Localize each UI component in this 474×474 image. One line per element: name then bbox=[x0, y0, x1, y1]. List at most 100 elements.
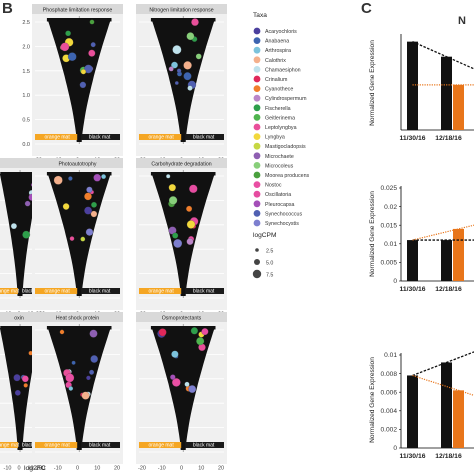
taxon-point bbox=[101, 174, 106, 180]
legend-swatch bbox=[253, 171, 261, 179]
trend-line-orange bbox=[412, 374, 474, 396]
x-tick-label: 0 bbox=[180, 466, 183, 472]
legend-swatch bbox=[253, 66, 261, 73]
panel-title: Nitrogen limitation response bbox=[149, 8, 213, 14]
x-category-label: 11/30/16 bbox=[399, 135, 425, 142]
panel-title-strip bbox=[32, 4, 123, 14]
legend-size-label: 5.0 bbox=[266, 260, 273, 266]
taxon-point bbox=[189, 184, 198, 193]
y-tick-label: 0.02 bbox=[384, 204, 397, 211]
taxon-point bbox=[168, 184, 176, 192]
taxon-point bbox=[80, 236, 86, 242]
legend-swatch bbox=[253, 181, 261, 189]
legend-swatch bbox=[253, 162, 261, 169]
panel-title: Osmoprotectants bbox=[162, 316, 202, 322]
expression-chart: Normalized Gene Expression 11/30/16 12/18/… bbox=[369, 34, 474, 142]
y-tick-label: 0.01 bbox=[384, 352, 397, 359]
taxon-point bbox=[21, 375, 29, 383]
taxon-point bbox=[60, 42, 70, 52]
taxon-point bbox=[186, 238, 194, 246]
taxon-point bbox=[53, 175, 63, 185]
taxon-point bbox=[14, 389, 21, 396]
legend-swatch bbox=[253, 200, 261, 208]
legend-taxon-label: Anabaena bbox=[265, 39, 289, 45]
legend-swatch bbox=[253, 46, 261, 54]
legend-swatch bbox=[253, 152, 261, 160]
taxon-point bbox=[88, 49, 96, 57]
x-category-label: 12/18/16 bbox=[435, 135, 462, 142]
legend-taxon-label: Fischerella bbox=[265, 106, 291, 112]
black-mat-label: black mat bbox=[89, 289, 111, 295]
taxon-point bbox=[22, 230, 31, 239]
taxon-point bbox=[158, 328, 167, 337]
panel-title: Photoautotrophy bbox=[58, 162, 96, 168]
taxon-point bbox=[89, 329, 98, 338]
y-tick-label: 0.008 bbox=[380, 371, 397, 378]
taxon-point bbox=[90, 42, 96, 48]
taxon-point bbox=[172, 232, 179, 239]
taxon-point bbox=[176, 68, 182, 73]
x-tick-label: -10 bbox=[4, 466, 12, 472]
legend-taxon-label: Chamaesiphon bbox=[265, 67, 301, 73]
taxon-point bbox=[171, 61, 178, 69]
y-tick-label: 2.5 bbox=[22, 20, 30, 26]
volcano-panel: Carbohydrate degradation orange mat black … bbox=[136, 158, 227, 318]
x-category-label: 12/18/16 bbox=[435, 286, 462, 293]
taxon-point bbox=[173, 238, 183, 248]
legend-size-label: 7.5 bbox=[266, 272, 273, 278]
x-tick-label: 20 bbox=[218, 466, 224, 472]
legend-taxon-label: Oscillatoria bbox=[265, 192, 291, 198]
black-mat-bar bbox=[185, 288, 224, 294]
panel-label-c: C bbox=[361, 0, 372, 17]
taxon-point bbox=[183, 72, 192, 81]
legend-taxon-label: Cyanothece bbox=[265, 87, 293, 93]
legend-taxa-title: Taxa bbox=[253, 12, 267, 19]
y-tick-label: 0.01 bbox=[384, 241, 397, 248]
orange-mat-bar bbox=[0, 288, 19, 294]
bar-black bbox=[407, 375, 418, 448]
taxon-point bbox=[62, 203, 70, 210]
taxon-point bbox=[172, 45, 182, 55]
x-category-label: 11/30/16 bbox=[399, 453, 425, 460]
y-tick-label: 0 bbox=[393, 445, 397, 452]
orange-mat-bar bbox=[139, 134, 182, 140]
x-tick-label: -20 bbox=[138, 466, 146, 472]
legend-taxon-label: Mastigocladopsis bbox=[265, 144, 306, 150]
orange-mat-label: orange mat bbox=[44, 443, 70, 449]
legend-swatch bbox=[253, 142, 261, 150]
taxon-point bbox=[186, 32, 195, 41]
legend-taxon-label: Calothrix bbox=[265, 58, 286, 64]
y-axis-label: Normalized Gene Expression bbox=[369, 357, 376, 443]
y-tick-label: 2.0 bbox=[22, 44, 30, 50]
legend-size-dot bbox=[252, 269, 262, 279]
saturated-points-band bbox=[0, 326, 40, 330]
taxon-point bbox=[68, 386, 74, 391]
legend-swatch bbox=[253, 190, 261, 198]
taxon-point bbox=[171, 350, 179, 358]
taxon-point bbox=[174, 81, 179, 85]
taxon-point bbox=[13, 374, 21, 382]
x-category-label: 12/18/16 bbox=[435, 453, 462, 460]
x-tick-label: 10 bbox=[198, 466, 204, 472]
black-mat-label: black mat bbox=[193, 289, 215, 295]
saturated-points-band bbox=[46, 172, 112, 176]
taxon-point bbox=[67, 52, 77, 61]
panel-title-strip bbox=[136, 158, 227, 168]
taxon-point bbox=[79, 81, 87, 89]
y-tick-label: 0.5 bbox=[22, 118, 30, 124]
non-significant-points bbox=[0, 328, 41, 450]
y-tick-label: 0.006 bbox=[380, 389, 397, 396]
orange-mat-bar bbox=[139, 288, 182, 294]
black-mat-bar bbox=[81, 288, 120, 294]
taxon-point bbox=[69, 236, 75, 241]
legend-taxon-label: Pleurocapsa bbox=[265, 202, 294, 208]
saturated-points-band bbox=[150, 326, 216, 330]
orange-mat-label: orange mat bbox=[44, 135, 70, 141]
legend-taxon-label: Synechococcus bbox=[265, 211, 302, 217]
x-tick-label: -10 bbox=[54, 466, 62, 472]
taxon-point bbox=[84, 206, 92, 215]
y-tick-label: 0.015 bbox=[380, 222, 397, 229]
taxon-point bbox=[68, 176, 73, 181]
taxon-point bbox=[90, 355, 99, 363]
legend-taxon-label: Geitlerinema bbox=[265, 115, 295, 121]
